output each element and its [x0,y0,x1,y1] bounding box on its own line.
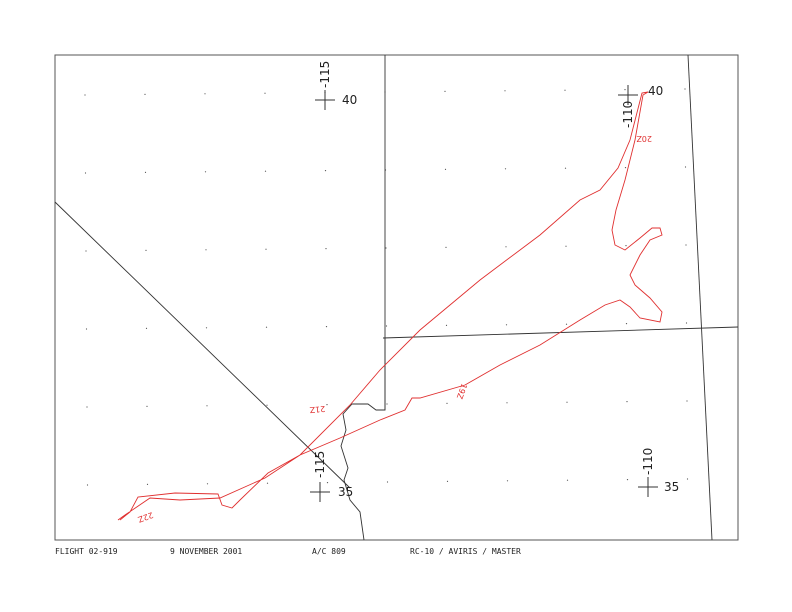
grid-dot [625,323,628,325]
lat-label: 35 [338,485,353,499]
grid-dot [144,93,146,95]
grid-dot [385,325,388,327]
grid-dot [505,246,507,248]
state-line [687,54,713,541]
state-line [54,201,351,489]
grid-dot [144,171,147,173]
grid-dot [205,249,207,251]
grid-dot [446,480,449,482]
grid-dot [85,250,87,252]
grid-dot [204,93,206,95]
footer-text: 9 NOVEMBER 2001 [170,547,242,556]
grid-dot [444,168,447,170]
grid-dot [626,401,628,403]
grid-dot [86,406,88,408]
grid-dot [264,170,267,172]
lon-label: -110 [621,101,635,128]
grid-dot [686,478,689,480]
grid-dot [625,245,627,247]
grid-dot [385,247,387,249]
grid-dot [506,402,508,404]
grid-dot [684,88,686,90]
grid-dot [564,89,566,91]
grid-dot [206,405,208,407]
lon-label: -115 [318,61,332,88]
grid-dot [265,248,267,250]
grid-dot [684,166,687,168]
frame [54,54,739,541]
grid-dot [325,326,328,328]
grid-dot [504,90,506,92]
flight-track [117,91,663,521]
footer-text: FLIGHT 02-919 [55,547,118,556]
grid-dot [685,322,688,324]
grid-dot [266,482,269,484]
grid-dot [386,403,388,405]
grid-dot [686,400,688,402]
footer-text: A/C 809 [312,547,346,556]
lon-label: -110 [641,448,655,475]
grid-dot [626,479,629,481]
grid-dot [564,167,567,169]
boundaries [54,54,739,541]
grid-dot [145,327,148,329]
lat-label: 40 [648,84,663,98]
lat-label: 40 [342,93,357,107]
grid-dot [84,94,86,96]
time-label: 21Z [309,404,326,414]
grid-dot [504,168,507,170]
grid-dot [386,481,389,483]
grid-dot [566,401,568,403]
grid-dot [445,324,448,326]
grid-dot [445,246,447,248]
grid-dot [264,92,266,94]
lat-label: 35 [664,480,679,494]
grid-dot [145,249,147,251]
grid-dot [146,405,148,407]
grid-dot [85,328,88,330]
grid-dot [505,324,508,326]
grid-dot [624,89,626,91]
grid-dot [566,479,569,481]
grid-dot [146,483,149,485]
footer-text: RC-10 / AVIRIS / MASTER [410,547,521,556]
grid-dot [204,171,207,173]
time-label: 19Z [455,382,469,400]
grid-dot [565,245,567,247]
grid-dot [624,167,627,169]
graticule-dots [84,88,689,486]
grid-dot [324,170,327,172]
crosshairs [310,85,658,502]
grid-dot [206,483,209,485]
grid-dot [326,482,329,484]
grid-dot [265,326,268,328]
time-label: 20Z [636,134,652,143]
grid-dot [506,480,509,482]
grid-dot [444,90,446,92]
grid-dot [446,402,448,404]
grid-dot [205,327,208,329]
grid-dot [565,323,568,325]
grid-dot [86,484,89,486]
lon-label: -115 [313,451,327,478]
grid-dot [325,248,327,250]
grid-dot [685,244,687,246]
time-label: 22Z [136,510,154,524]
grid-dot [84,172,87,174]
grid-dot [326,404,328,406]
river [340,338,386,541]
grid-dot [266,404,268,406]
